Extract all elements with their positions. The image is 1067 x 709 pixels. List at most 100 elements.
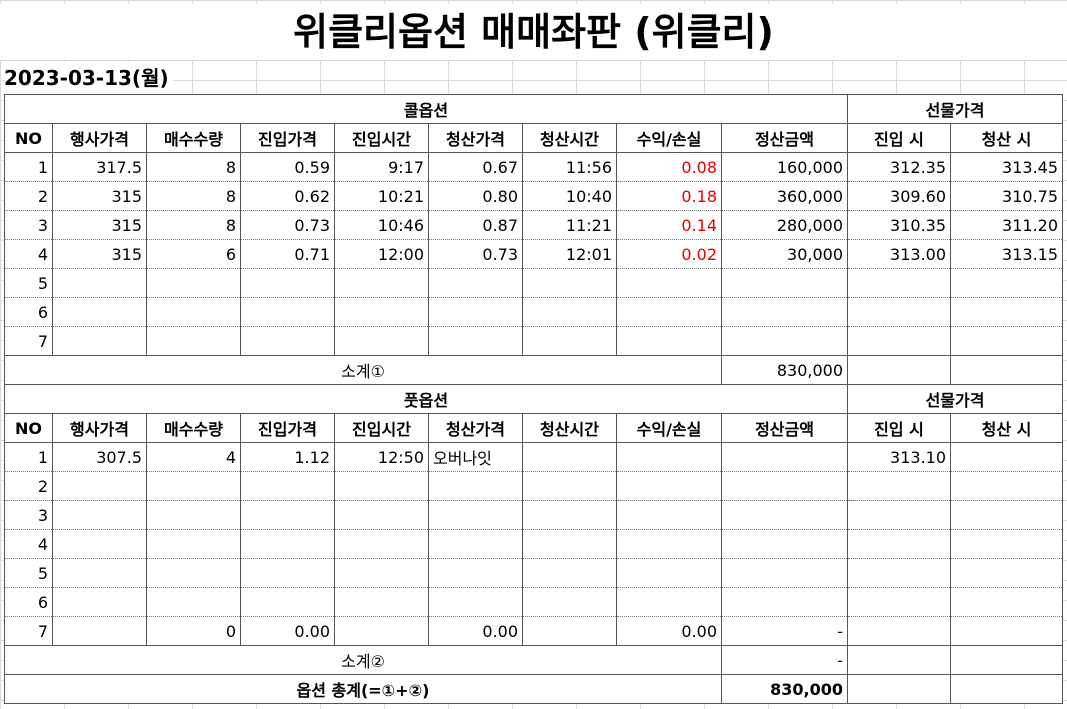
call-cell[interactable] xyxy=(950,297,1064,327)
call-cell[interactable] xyxy=(334,297,429,327)
put-cell[interactable] xyxy=(428,471,523,501)
put-cell[interactable]: 6 xyxy=(4,587,53,617)
put-cell[interactable]: 4 xyxy=(146,442,241,472)
put-cell[interactable] xyxy=(616,529,722,559)
call-cell[interactable] xyxy=(522,268,617,298)
put-cell[interactable] xyxy=(428,500,523,530)
call-subtotal-futures-entry[interactable] xyxy=(847,355,952,385)
put-cell[interactable]: 0.00 xyxy=(240,616,335,646)
call-cell[interactable] xyxy=(847,326,952,356)
call-cell[interactable] xyxy=(720,268,849,298)
call-cell[interactable]: 360,000 xyxy=(720,181,849,211)
call-column-header[interactable]: 청산시간 xyxy=(522,123,617,153)
call-cell[interactable]: 0.71 xyxy=(240,239,335,269)
call-cell[interactable]: 7 xyxy=(4,326,53,356)
trade-date[interactable]: 2023-03-13(월) xyxy=(4,62,173,94)
call-subtotal-futures-exit[interactable] xyxy=(950,355,1064,385)
put-cell[interactable] xyxy=(428,529,523,559)
put-cell[interactable] xyxy=(522,500,617,530)
put-cell[interactable] xyxy=(616,500,722,530)
put-cell[interactable] xyxy=(616,442,722,472)
put-column-header[interactable]: 진입 시 xyxy=(847,413,952,443)
call-cell[interactable] xyxy=(146,297,241,327)
call-cell[interactable]: 11:21 xyxy=(522,210,617,240)
grand-total-label[interactable]: 옵션 총계(=①+②) xyxy=(4,674,722,704)
put-futures-label[interactable]: 선물가격 xyxy=(847,384,1064,414)
put-cell[interactable] xyxy=(146,587,241,617)
put-cell[interactable] xyxy=(847,587,952,617)
put-cell[interactable] xyxy=(950,616,1064,646)
put-cell[interactable] xyxy=(52,471,147,501)
put-cell[interactable] xyxy=(720,529,849,559)
put-cell[interactable]: 0 xyxy=(146,616,241,646)
put-cell[interactable] xyxy=(52,587,147,617)
put-cell[interactable] xyxy=(720,442,849,472)
call-cell[interactable]: 313.00 xyxy=(847,239,952,269)
call-cell[interactable]: 315 xyxy=(52,210,147,240)
grand-total-futures-entry[interactable] xyxy=(847,674,952,704)
call-cell[interactable]: 0.62 xyxy=(240,181,335,211)
put-cell[interactable] xyxy=(847,500,952,530)
put-cell[interactable] xyxy=(522,442,617,472)
put-column-header[interactable]: NO xyxy=(4,413,53,443)
call-cell[interactable] xyxy=(950,326,1064,356)
call-cell[interactable]: 280,000 xyxy=(720,210,849,240)
call-cell[interactable]: 160,000 xyxy=(720,152,849,182)
put-cell[interactable] xyxy=(146,471,241,501)
put-cell[interactable]: 7 xyxy=(4,616,53,646)
call-cell[interactable] xyxy=(52,326,147,356)
put-cell[interactable] xyxy=(334,616,429,646)
put-cell[interactable]: 4 xyxy=(4,529,53,559)
put-cell[interactable]: 313.10 xyxy=(847,442,952,472)
put-cell[interactable] xyxy=(720,500,849,530)
put-cell[interactable]: 0.00 xyxy=(428,616,523,646)
put-cell[interactable]: 2 xyxy=(4,471,53,501)
put-cell[interactable] xyxy=(616,471,722,501)
put-cell[interactable] xyxy=(146,558,241,588)
call-cell[interactable]: 10:40 xyxy=(522,181,617,211)
call-cell[interactable]: 9:17 xyxy=(334,152,429,182)
call-cell[interactable] xyxy=(847,268,952,298)
call-cell[interactable]: 315 xyxy=(52,181,147,211)
call-cell[interactable] xyxy=(240,326,335,356)
call-cell[interactable]: 8 xyxy=(146,210,241,240)
put-cell[interactable] xyxy=(847,558,952,588)
call-column-header[interactable]: NO xyxy=(4,123,53,153)
call-cell[interactable]: 0.08 xyxy=(616,152,722,182)
call-cell[interactable]: 313.15 xyxy=(950,239,1064,269)
call-cell[interactable] xyxy=(334,326,429,356)
put-subtotal-value[interactable]: - xyxy=(720,645,849,675)
call-cell[interactable]: 8 xyxy=(146,181,241,211)
call-cell[interactable]: 4 xyxy=(4,239,53,269)
call-column-header[interactable]: 진입 시 xyxy=(847,123,952,153)
put-cell[interactable]: 1.12 xyxy=(240,442,335,472)
call-cell[interactable]: 10:46 xyxy=(334,210,429,240)
call-cell[interactable] xyxy=(950,268,1064,298)
put-section-label[interactable]: 풋옵션 xyxy=(3,384,849,414)
put-cell[interactable] xyxy=(720,587,849,617)
call-cell[interactable]: 0.14 xyxy=(616,210,722,240)
call-cell[interactable] xyxy=(720,297,849,327)
call-cell[interactable]: 0.73 xyxy=(428,239,523,269)
call-cell[interactable]: 1 xyxy=(4,152,53,182)
call-cell[interactable]: 310.35 xyxy=(847,210,952,240)
call-column-header[interactable]: 청산 시 xyxy=(950,123,1064,153)
call-cell[interactable]: 0.67 xyxy=(428,152,523,182)
call-cell[interactable]: 30,000 xyxy=(720,239,849,269)
call-cell[interactable] xyxy=(428,297,523,327)
call-cell[interactable] xyxy=(847,297,952,327)
put-cell[interactable]: 1 xyxy=(4,442,53,472)
call-column-header[interactable]: 행사가격 xyxy=(52,123,147,153)
put-column-header[interactable]: 청산 시 xyxy=(950,413,1064,443)
call-cell[interactable] xyxy=(52,297,147,327)
put-cell[interactable]: 307.5 xyxy=(52,442,147,472)
call-cell[interactable]: 5 xyxy=(4,268,53,298)
call-cell[interactable] xyxy=(522,326,617,356)
call-cell[interactable]: 0.18 xyxy=(616,181,722,211)
call-column-header[interactable]: 정산금액 xyxy=(720,123,849,153)
call-cell[interactable] xyxy=(334,268,429,298)
put-subtotal-futures-entry[interactable] xyxy=(847,645,952,675)
call-column-header[interactable]: 매수수량 xyxy=(146,123,241,153)
put-cell[interactable] xyxy=(52,616,147,646)
put-column-header[interactable]: 정산금액 xyxy=(720,413,849,443)
